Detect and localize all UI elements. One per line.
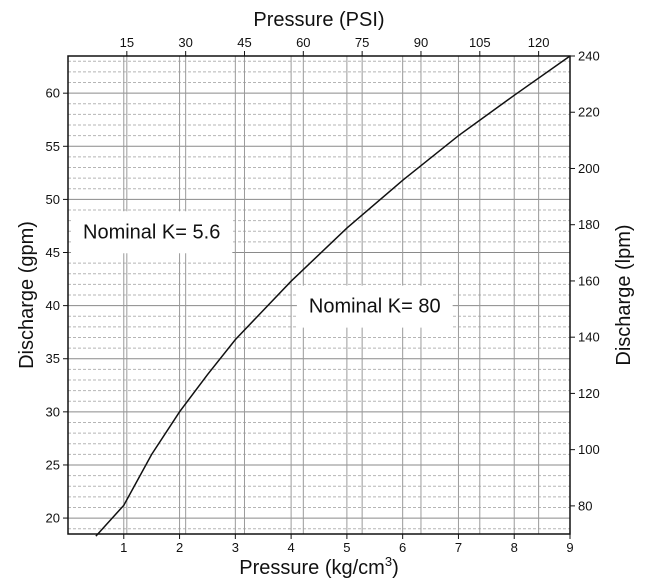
right-tick-label: 160 (578, 273, 600, 288)
left-tick-label: 20 (46, 511, 60, 526)
right-tick-label: 120 (578, 386, 600, 401)
left-tick-label: 25 (46, 457, 60, 472)
right-tick-label: 80 (578, 498, 592, 513)
top-tick-label: 45 (237, 35, 251, 50)
left-tick-label: 45 (46, 245, 60, 260)
top-axis-title: Pressure (PSI) (253, 9, 384, 31)
left-tick-label: 40 (46, 298, 60, 313)
left-tick-label: 50 (46, 192, 60, 207)
bottom-tick-label: 7 (455, 540, 462, 555)
right-axis-title: Discharge (lpm) (613, 224, 635, 365)
top-tick-label: 30 (178, 35, 192, 50)
bottom-axis-title-suffix: ) (392, 557, 399, 579)
right-tick-label: 220 (578, 105, 600, 120)
top-tick-label: 15 (120, 35, 134, 50)
annotation-label: Nominal K= 80 (309, 296, 441, 318)
left-tick-label: 55 (46, 139, 60, 154)
bottom-tick-label: 4 (287, 540, 294, 555)
bottom-axis-title-main: Pressure (kg/cm (239, 557, 385, 579)
top-tick-label: 105 (469, 35, 491, 50)
bottom-axis-title: Pressure (kg/cm3) (239, 554, 399, 579)
bottom-tick-label: 3 (232, 540, 239, 555)
bottom-tick-label: 1 (120, 540, 127, 555)
right-tick-label: 240 (578, 49, 600, 64)
annotation-label: Nominal K= 5.6 (83, 221, 220, 243)
plot-frame (67, 55, 571, 535)
annotation-layer: Nominal K= 5.6 Nominal K= 80 (71, 211, 453, 328)
left-tick-label: 60 (46, 86, 60, 101)
bottom-axis-title-superscript: 3 (385, 554, 392, 569)
bottom-tick-label: 5 (343, 540, 350, 555)
right-tick-label: 100 (578, 442, 600, 457)
right-tick-label: 140 (578, 330, 600, 345)
top-tick-label: 120 (528, 35, 550, 50)
top-tick-label: 75 (355, 35, 369, 50)
left-axis-title: Discharge (gpm) (16, 221, 38, 369)
left-tick-label: 30 (46, 404, 60, 419)
series-layer (95, 55, 571, 537)
top-tick-label: 90 (414, 35, 428, 50)
tick-label-layer: 1 2 3 4 5 6 7 8 915 30 45 60 75 90 105 1202025303540455… (46, 35, 600, 555)
series-line (95, 55, 571, 537)
bottom-tick-label: 9 (566, 540, 573, 555)
annotation-background (71, 211, 233, 254)
annotation-background (296, 285, 453, 328)
right-tick-label: 180 (578, 217, 600, 232)
left-tick-label: 35 (46, 351, 60, 366)
top-tick-label: 60 (296, 35, 310, 50)
bottom-tick-label: 8 (511, 540, 518, 555)
bottom-tick-label: 2 (176, 540, 183, 555)
right-tick-label: 200 (578, 161, 600, 176)
bottom-tick-label: 6 (399, 540, 406, 555)
